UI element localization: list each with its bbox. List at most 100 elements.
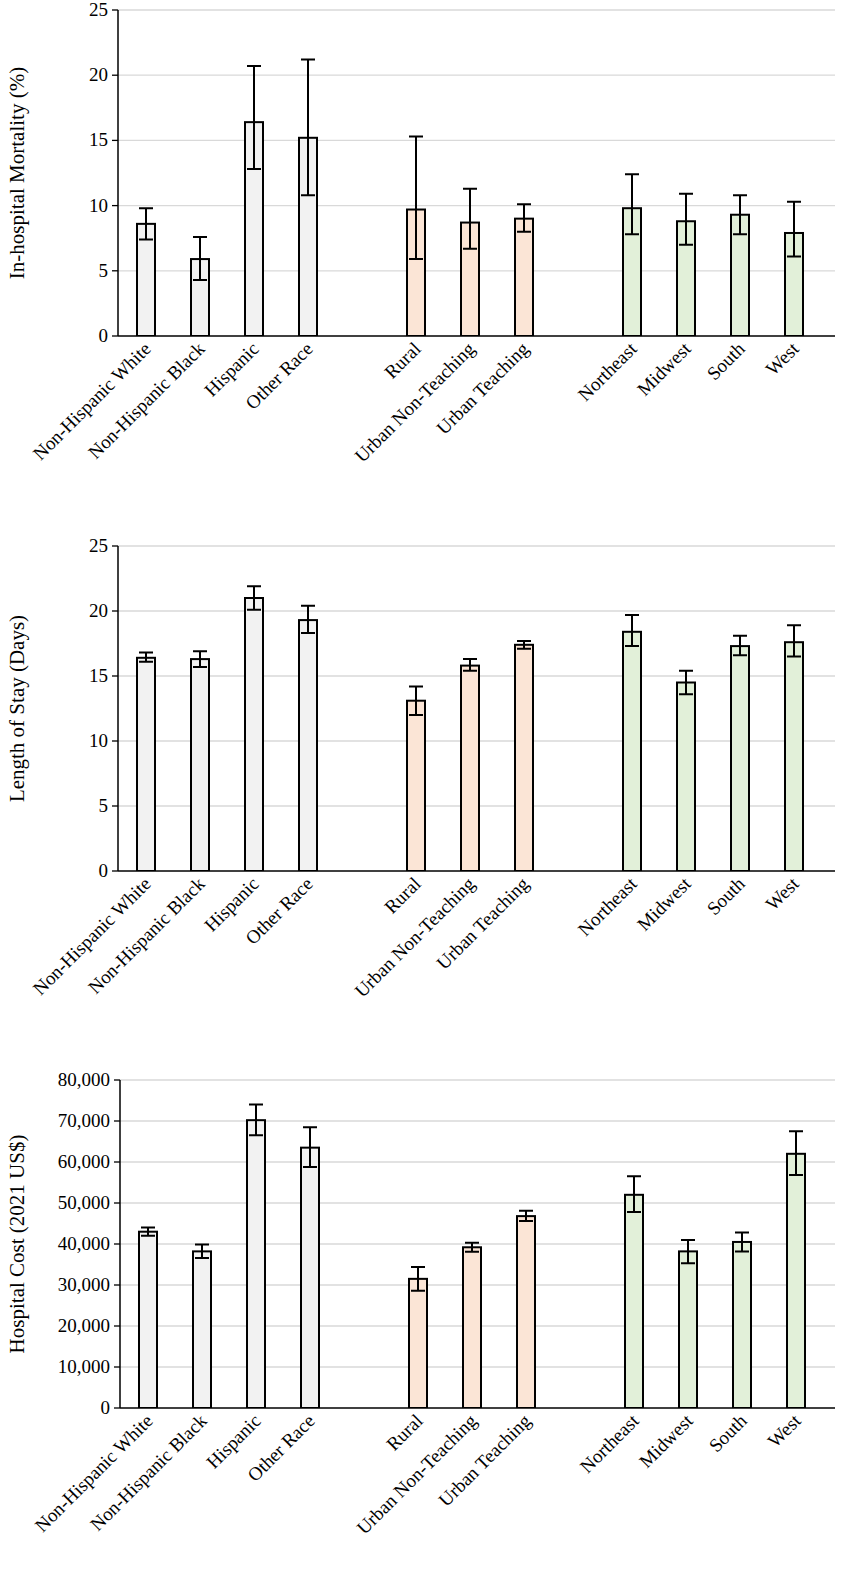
error-bar	[139, 208, 153, 239]
bars	[139, 1105, 805, 1408]
error-bar-line	[301, 606, 315, 633]
error-bar	[301, 60, 315, 196]
category-label: Urban Teaching	[432, 338, 533, 439]
grid-line	[120, 1202, 835, 1203]
tick-label: 0	[101, 1397, 111, 1418]
tick-label: 10,000	[58, 1356, 110, 1377]
bar	[137, 658, 155, 871]
category-label: Urban Teaching	[434, 1410, 535, 1511]
x-axis	[118, 870, 835, 872]
tick	[112, 545, 118, 546]
tick-label: 25	[89, 0, 108, 20]
category-label: Northeast	[574, 337, 642, 405]
error-bar-line	[247, 586, 261, 609]
y-axis	[119, 1080, 121, 1408]
error-bar-line	[679, 194, 693, 245]
error-bar-line	[139, 653, 153, 662]
error-bar	[303, 1127, 317, 1167]
tick	[112, 270, 118, 271]
tick	[112, 610, 118, 611]
category-label: South	[705, 1410, 752, 1457]
bar	[299, 620, 317, 871]
error-bar-line	[787, 625, 801, 656]
category-label: Non-Hispanic Black	[84, 338, 209, 463]
error-bar-line	[303, 1127, 317, 1167]
tick-label: 25	[89, 535, 108, 556]
bar	[623, 632, 641, 871]
category-label: Rural	[380, 338, 425, 383]
bar	[677, 683, 695, 872]
category-label: Midwest	[633, 337, 695, 399]
bar	[191, 659, 209, 871]
tick	[112, 75, 118, 76]
tick	[112, 740, 118, 741]
tick	[112, 335, 118, 336]
error-bar-line	[411, 1267, 425, 1291]
category-label: West	[761, 872, 803, 914]
bar	[731, 646, 749, 871]
error-bar	[193, 651, 207, 667]
tick-label: 50,000	[58, 1192, 110, 1213]
tick	[114, 1161, 120, 1162]
tick-label: 5	[99, 260, 109, 281]
error-bar	[789, 1131, 803, 1175]
error-bar-line	[519, 1211, 533, 1221]
error-bar	[679, 194, 693, 245]
error-bar	[463, 659, 477, 671]
tick	[114, 1202, 120, 1203]
error-bar	[517, 641, 531, 649]
chart: 010,00020,00030,00040,00050,00060,00070,…	[5, 1069, 835, 1538]
bar	[461, 666, 479, 871]
tick-label: 15	[89, 129, 108, 150]
error-bar	[247, 66, 261, 169]
error-bar-line	[463, 659, 477, 671]
bar	[787, 1154, 805, 1408]
bar	[625, 1195, 643, 1408]
grid-line	[118, 9, 835, 10]
tick	[114, 1243, 120, 1244]
error-bar-line	[139, 208, 153, 239]
bar	[463, 1247, 481, 1408]
error-bar-line	[627, 1176, 641, 1212]
grid-line	[118, 205, 835, 206]
tick-label: 0	[99, 325, 109, 346]
error-bar-line	[463, 189, 477, 249]
tick-label: 10	[89, 195, 108, 216]
bar	[245, 598, 263, 871]
error-bar-line	[193, 237, 207, 280]
category-label: Northeast	[574, 872, 642, 940]
tick-label: 0	[99, 860, 109, 881]
error-bar	[735, 1233, 749, 1252]
category-label: Other Race	[241, 873, 317, 949]
tick-label: 20	[89, 600, 108, 621]
error-bar	[625, 174, 639, 234]
tick-label: 20,000	[58, 1315, 110, 1336]
y-axis-label: Length of Stay (Days)	[5, 615, 29, 802]
error-bar	[733, 636, 747, 656]
grid-line	[118, 75, 835, 76]
error-bar-line	[249, 1105, 263, 1136]
error-bar-line	[141, 1228, 155, 1236]
category-label: Midwest	[635, 1409, 697, 1471]
bar	[409, 1279, 427, 1408]
tick-label: 10	[89, 730, 108, 751]
error-bar	[517, 204, 531, 231]
error-bar	[519, 1211, 533, 1221]
chart: 0510152025Non-Hispanic WhiteNon-Hispanic…	[5, 0, 835, 466]
tick	[114, 1079, 120, 1080]
error-bar-line	[195, 1244, 209, 1258]
category-label: Non-Hispanic Black	[86, 1410, 211, 1535]
bars	[137, 586, 803, 871]
error-bar	[249, 1105, 263, 1136]
tick-label: 40,000	[58, 1233, 110, 1254]
category-label: South	[703, 338, 750, 385]
error-bar-line	[681, 1240, 695, 1263]
bar	[193, 1251, 211, 1408]
error-bar	[625, 615, 639, 646]
error-bar	[409, 686, 423, 715]
error-bar	[411, 1267, 425, 1291]
category-label: Rural	[382, 1410, 427, 1455]
tick	[112, 675, 118, 676]
error-bar-line	[789, 1131, 803, 1175]
tick	[114, 1120, 120, 1121]
